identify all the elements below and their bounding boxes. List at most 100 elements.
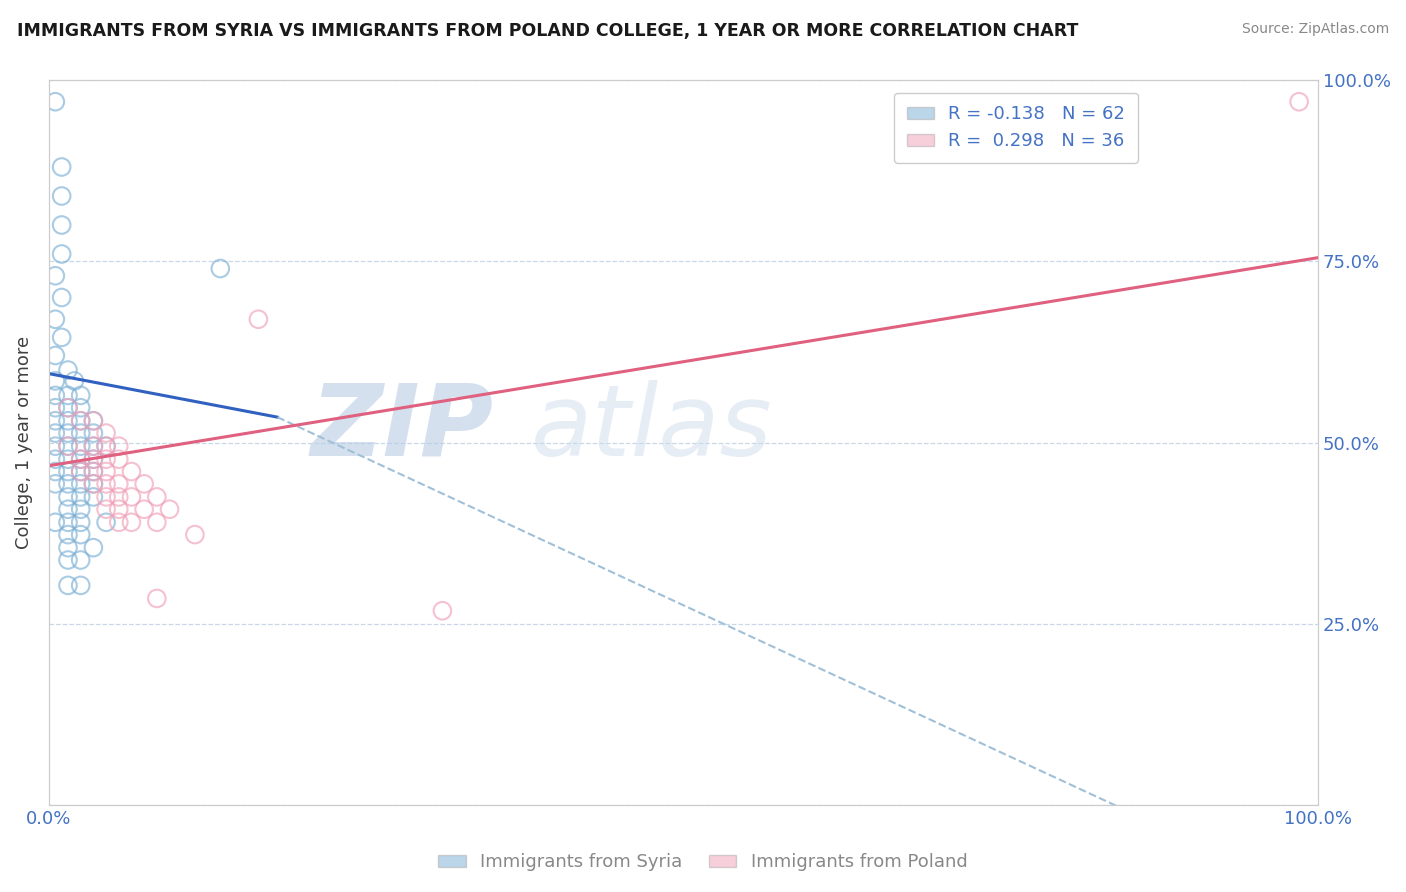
- Point: [82, 465, 104, 479]
- Point: [69, 578, 91, 592]
- Point: [56, 363, 79, 377]
- Text: atlas: atlas: [531, 379, 773, 476]
- Point: [56, 401, 79, 415]
- Text: Source: ZipAtlas.com: Source: ZipAtlas.com: [1241, 22, 1389, 37]
- Point: [44, 452, 66, 467]
- Point: [82, 490, 104, 504]
- Point: [56, 388, 79, 402]
- Point: [121, 516, 143, 530]
- Point: [44, 465, 66, 479]
- Point: [82, 541, 104, 555]
- Point: [107, 490, 129, 504]
- Point: [56, 476, 79, 491]
- Point: [134, 476, 156, 491]
- Point: [44, 516, 66, 530]
- Y-axis label: College, 1 year or more: College, 1 year or more: [15, 336, 32, 549]
- Point: [44, 401, 66, 415]
- Point: [69, 502, 91, 516]
- Point: [247, 312, 270, 326]
- Point: [63, 374, 86, 388]
- Point: [94, 439, 117, 453]
- Point: [82, 439, 104, 453]
- Point: [56, 439, 79, 453]
- Point: [56, 553, 79, 567]
- Point: [69, 388, 91, 402]
- Point: [82, 452, 104, 467]
- Point: [69, 553, 91, 567]
- Point: [44, 312, 66, 326]
- Point: [56, 578, 79, 592]
- Point: [69, 527, 91, 541]
- Point: [82, 465, 104, 479]
- Point: [51, 247, 73, 261]
- Point: [107, 476, 129, 491]
- Point: [146, 591, 169, 606]
- Point: [56, 490, 79, 504]
- Point: [107, 452, 129, 467]
- Point: [94, 476, 117, 491]
- Point: [44, 476, 66, 491]
- Point: [56, 426, 79, 441]
- Point: [69, 414, 91, 428]
- Point: [69, 452, 91, 467]
- Point: [94, 502, 117, 516]
- Point: [69, 516, 91, 530]
- Point: [44, 388, 66, 402]
- Point: [44, 426, 66, 441]
- Point: [44, 374, 66, 388]
- Point: [56, 452, 79, 467]
- Point: [94, 516, 117, 530]
- Point: [69, 439, 91, 453]
- Point: [134, 502, 156, 516]
- Point: [94, 465, 117, 479]
- Point: [51, 189, 73, 203]
- Legend: R = -0.138   N = 62, R =  0.298   N = 36: R = -0.138 N = 62, R = 0.298 N = 36: [894, 93, 1137, 163]
- Text: ZIP: ZIP: [311, 379, 494, 476]
- Point: [44, 95, 66, 109]
- Point: [56, 439, 79, 453]
- Point: [69, 401, 91, 415]
- Point: [94, 490, 117, 504]
- Point: [69, 426, 91, 441]
- Point: [56, 401, 79, 415]
- Point: [209, 261, 232, 276]
- Point: [94, 439, 117, 453]
- Point: [56, 502, 79, 516]
- Point: [44, 439, 66, 453]
- Point: [44, 268, 66, 283]
- Point: [69, 465, 91, 479]
- Point: [82, 476, 104, 491]
- Point: [56, 527, 79, 541]
- Point: [82, 452, 104, 467]
- Point: [94, 452, 117, 467]
- Point: [107, 516, 129, 530]
- Point: [56, 465, 79, 479]
- Point: [56, 541, 79, 555]
- Point: [107, 439, 129, 453]
- Point: [146, 516, 169, 530]
- Point: [146, 490, 169, 504]
- Point: [44, 349, 66, 363]
- Point: [82, 426, 104, 441]
- Point: [82, 414, 104, 428]
- Point: [69, 452, 91, 467]
- Point: [44, 414, 66, 428]
- Point: [69, 476, 91, 491]
- Point: [82, 476, 104, 491]
- Point: [69, 414, 91, 428]
- Point: [56, 414, 79, 428]
- Point: [51, 160, 73, 174]
- Point: [51, 291, 73, 305]
- Point: [159, 502, 181, 516]
- Point: [121, 465, 143, 479]
- Point: [94, 426, 117, 441]
- Point: [51, 218, 73, 232]
- Point: [82, 439, 104, 453]
- Legend: Immigrants from Syria, Immigrants from Poland: Immigrants from Syria, Immigrants from P…: [432, 847, 974, 879]
- Point: [107, 502, 129, 516]
- Point: [82, 414, 104, 428]
- Point: [432, 604, 454, 618]
- Point: [69, 465, 91, 479]
- Point: [184, 527, 207, 541]
- Point: [51, 330, 73, 344]
